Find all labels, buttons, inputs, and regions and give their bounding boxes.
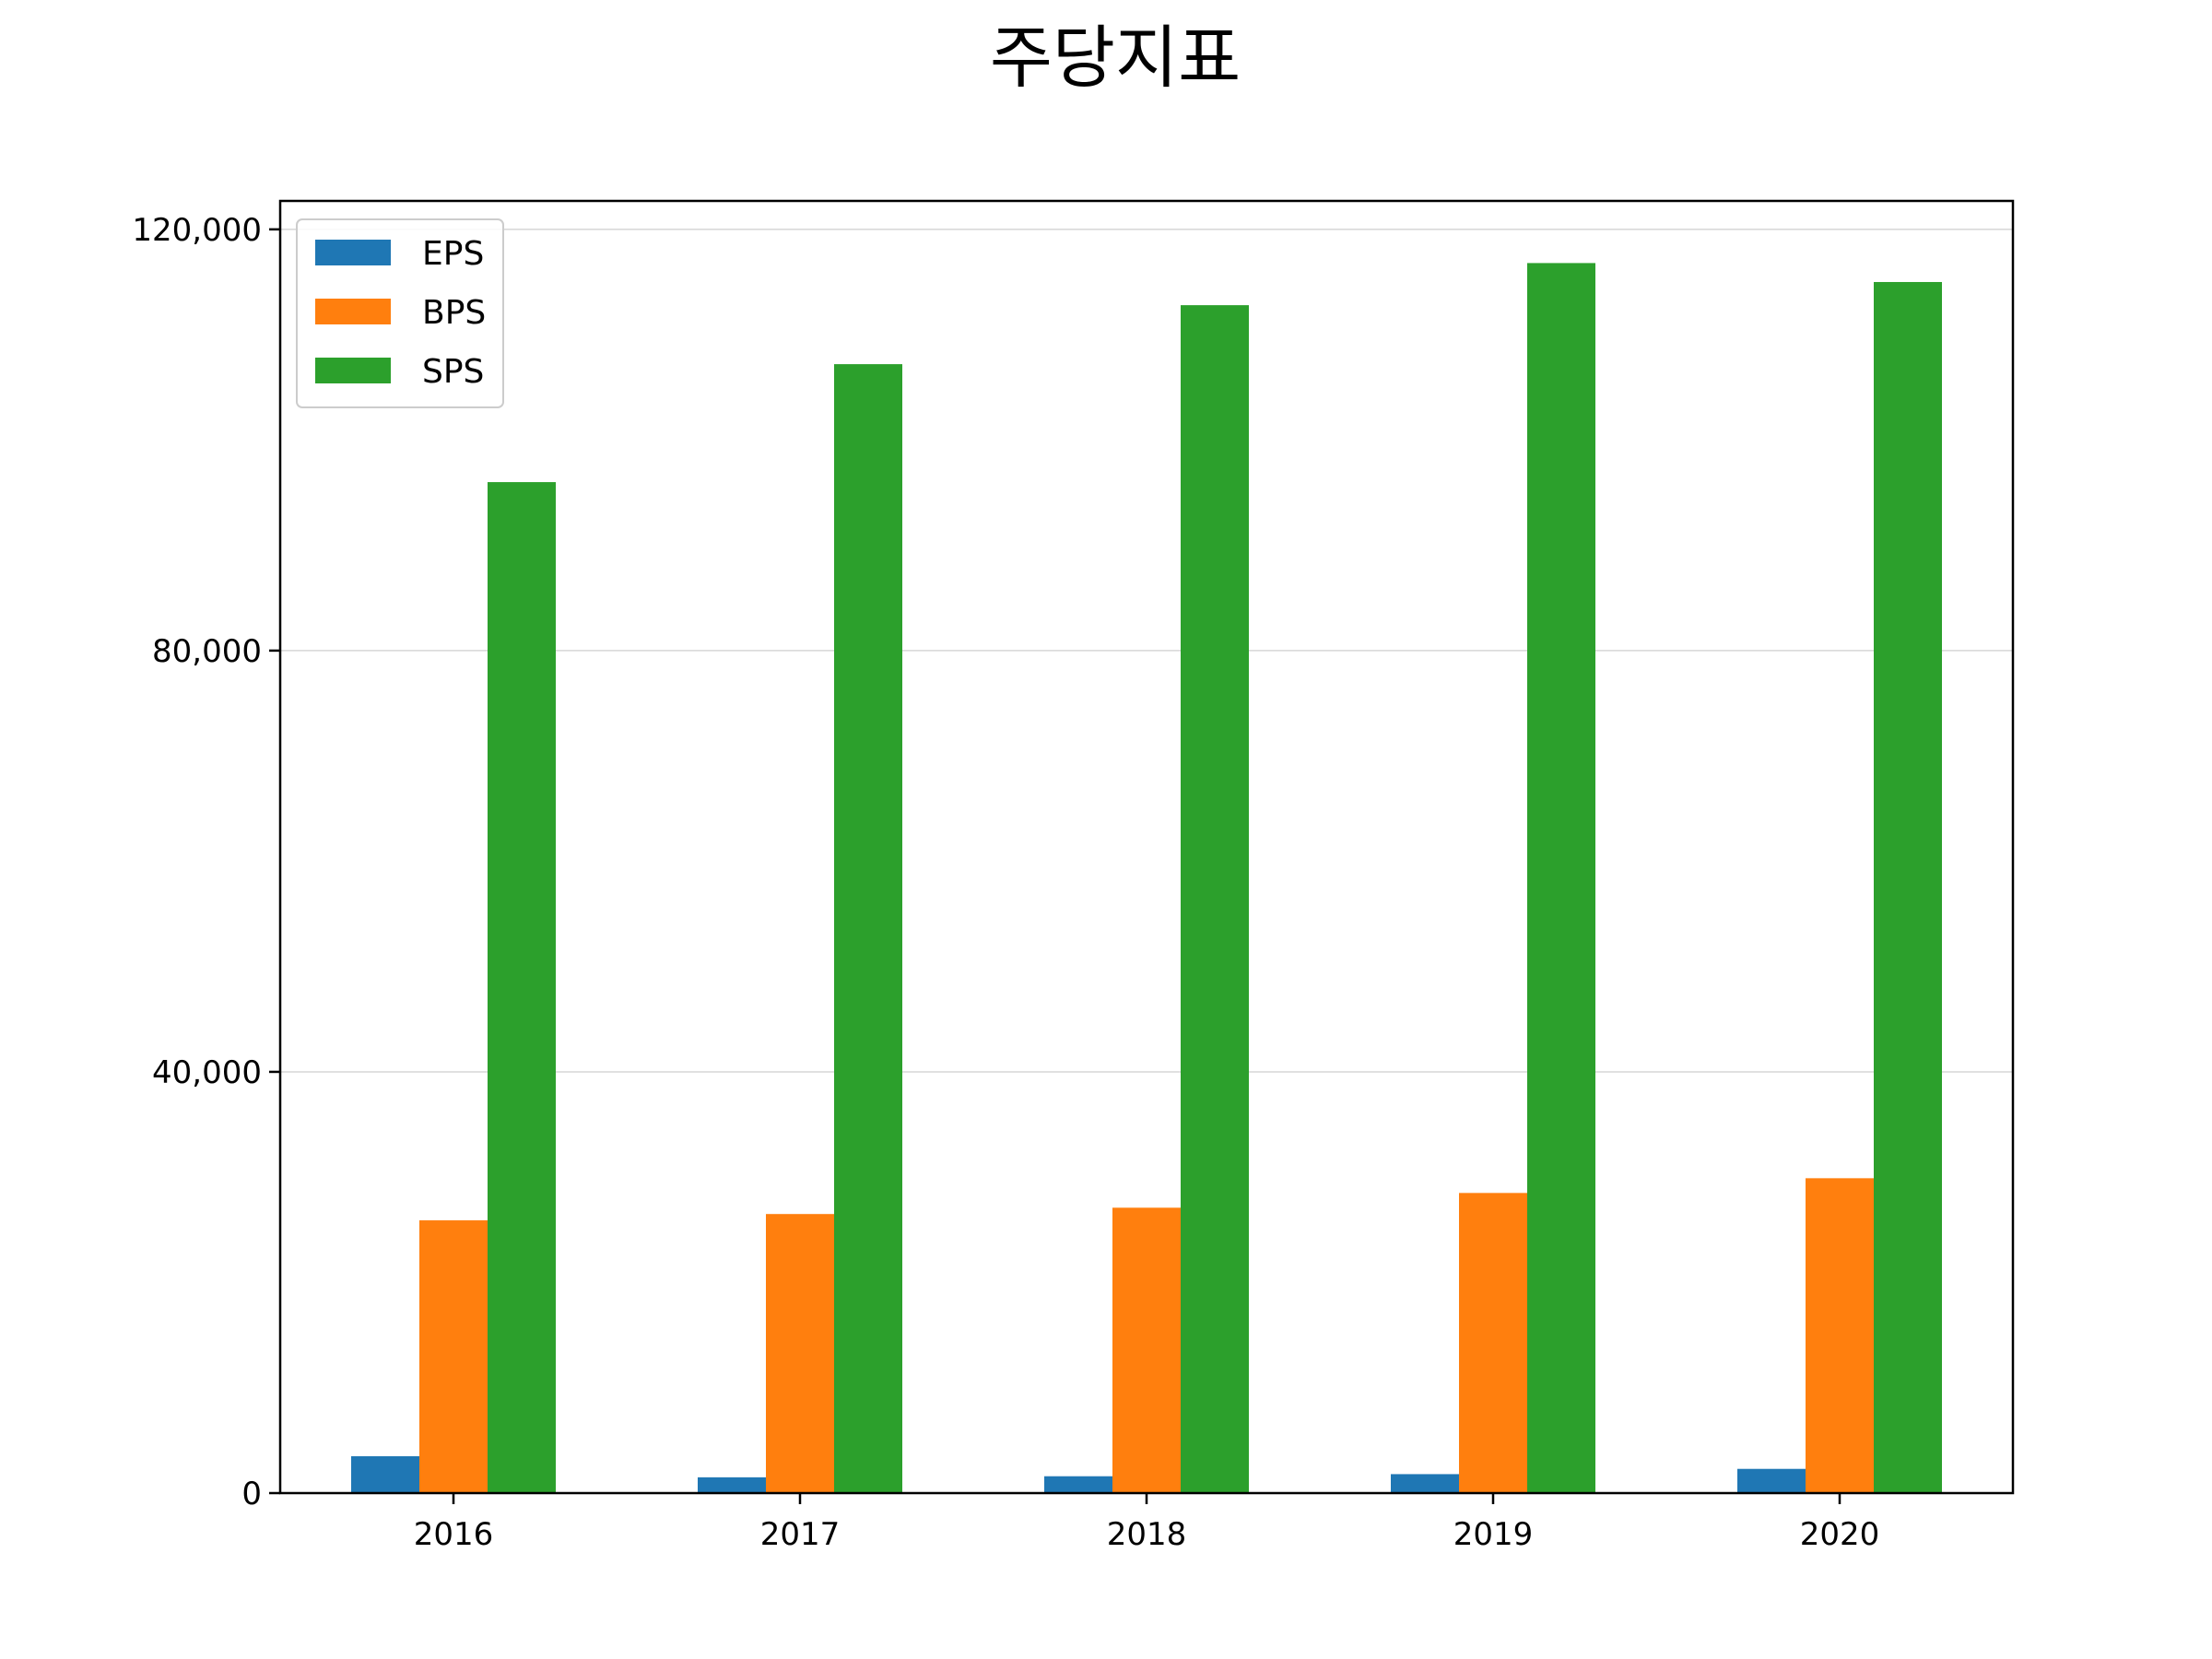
x-tick-label: 2016 bbox=[414, 1516, 494, 1553]
bar-bps-2019 bbox=[1459, 1193, 1527, 1493]
bar-bps-2016 bbox=[419, 1220, 488, 1493]
bar-eps-2018 bbox=[1044, 1476, 1112, 1493]
legend-swatch-sps bbox=[315, 358, 391, 383]
bars bbox=[351, 263, 1942, 1494]
bar-bps-2018 bbox=[1112, 1207, 1181, 1493]
y-tick-label: 80,000 bbox=[152, 633, 262, 670]
bar-bps-2020 bbox=[1806, 1178, 1874, 1493]
bar-sps-2019 bbox=[1527, 263, 1595, 1494]
y-tick-label: 120,000 bbox=[132, 212, 262, 249]
x-tick-label: 2018 bbox=[1107, 1516, 1187, 1553]
legend-swatch-eps bbox=[315, 240, 391, 265]
x-tick-label: 2017 bbox=[760, 1516, 841, 1553]
bar-sps-2017 bbox=[834, 364, 902, 1494]
y-tick-label: 0 bbox=[241, 1476, 262, 1512]
bar-eps-2020 bbox=[1737, 1468, 1806, 1493]
legend: EPS BPS SPS bbox=[296, 218, 504, 408]
bar-sps-2018 bbox=[1181, 305, 1249, 1493]
bar-bps-2017 bbox=[766, 1214, 834, 1493]
x-tick-label: 2020 bbox=[1800, 1516, 1880, 1553]
legend-swatch-bps bbox=[315, 299, 391, 324]
bar-eps-2016 bbox=[351, 1456, 419, 1493]
legend-label-eps: EPS bbox=[422, 235, 484, 273]
bar-sps-2020 bbox=[1874, 281, 1942, 1493]
bar-eps-2017 bbox=[698, 1477, 766, 1493]
x-axis: 2016 2017 2018 2019 2020 bbox=[414, 1493, 1880, 1553]
bar-sps-2016 bbox=[488, 482, 556, 1493]
y-tick-label: 40,000 bbox=[152, 1054, 262, 1091]
gridlines bbox=[280, 229, 2013, 1073]
chart-title: 주당지표 bbox=[990, 18, 1241, 98]
legend-label-bps: BPS bbox=[422, 294, 486, 332]
x-tick-label: 2019 bbox=[1453, 1516, 1534, 1553]
bar-eps-2019 bbox=[1391, 1474, 1459, 1493]
legend-label-sps: SPS bbox=[422, 353, 484, 391]
y-axis: 0 40,000 80,000 120,000 bbox=[132, 212, 280, 1512]
